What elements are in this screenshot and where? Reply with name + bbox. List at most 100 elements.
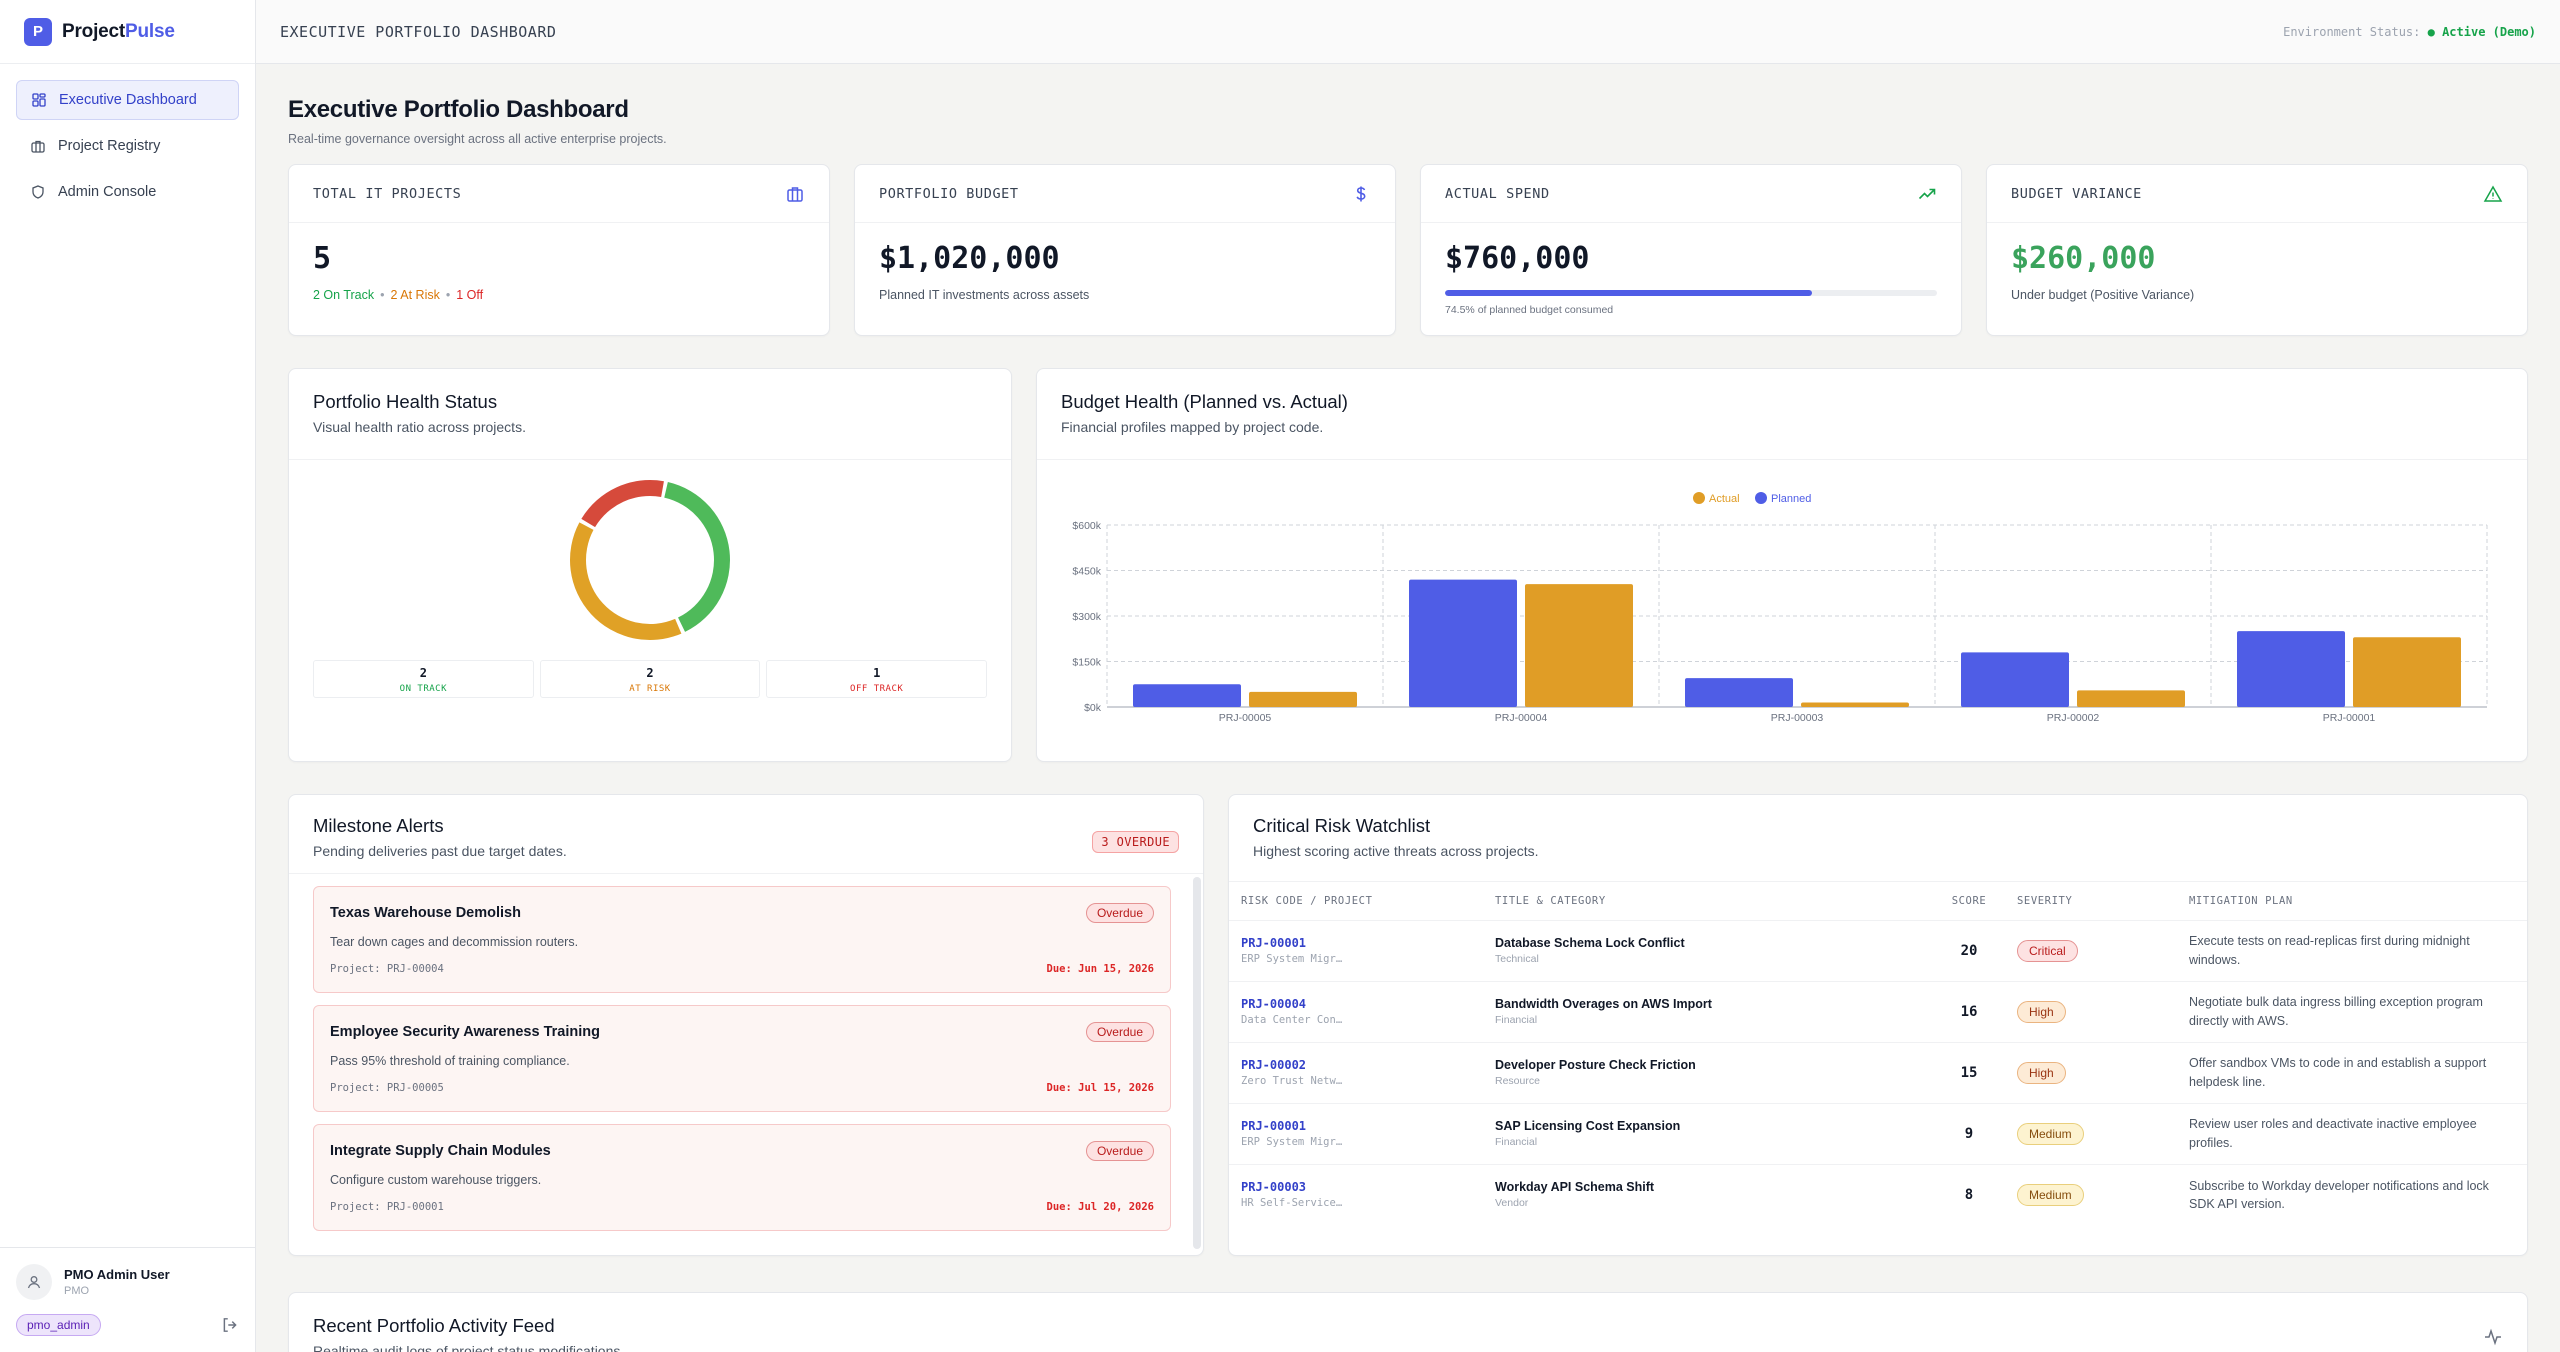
table-row[interactable]: PRJ-00002 Zero Trust Netw… Developer Post… (1229, 1042, 2527, 1104)
spend-progress-bar (1445, 290, 1937, 296)
risk-category: Technical (1495, 953, 1539, 965)
alert-item[interactable]: Employee Security Awareness Training Over… (313, 1005, 1171, 1112)
stat-count: 2 (646, 666, 654, 680)
user-name: PMO Admin User (64, 1267, 170, 1282)
sidebar-item-label: Executive Dashboard (59, 92, 197, 108)
legend-swatch (1755, 492, 1767, 504)
alert-project: Project: PRJ-00004 (330, 963, 444, 975)
alert-description: Pass 95% threshold of training complianc… (330, 1054, 570, 1068)
kpi-row: TOTAL IT PROJECTS 5 2 On Track • 2 At Risk… (288, 164, 2528, 336)
risk-code-link[interactable]: PRJ-00002 (1241, 1058, 1307, 1072)
dashboard-icon (32, 93, 46, 107)
user-profile: PMO Admin User PMO (16, 1264, 239, 1300)
sidebar-item-admin-console[interactable]: Admin Console (16, 172, 239, 212)
risk-code-link[interactable]: PRJ-00004 (1241, 997, 1307, 1011)
severity-badge: High (2017, 1000, 2066, 1023)
alert-description: Tear down cages and decommission routers… (330, 935, 579, 949)
slice-off-track (581, 480, 664, 528)
kpi-breakdown: 2 On Track • 2 At Risk • 1 Off (313, 288, 805, 302)
y-tick-label: $600k (1072, 520, 1101, 532)
risk-code-link[interactable]: PRJ-00001 (1241, 1119, 1307, 1133)
kpi-total-projects: TOTAL IT PROJECTS 5 2 On Track • 2 At Risk… (288, 164, 830, 336)
alert-list: Texas Warehouse Demolish Overdue Tear dow… (289, 874, 1203, 1231)
bar-planned (2237, 631, 2345, 707)
mitigation-plan: Review user roles and deactivate inactiv… (2177, 1103, 2527, 1165)
alert-due-date: Due: Jun 15, 2026 (1046, 963, 1154, 975)
brand-name-part-b: Pulse (125, 20, 175, 42)
alert-description: Configure custom warehouse triggers. (330, 1173, 542, 1187)
table-row[interactable]: PRJ-00001 ERP System Migr… Database Schem… (1229, 920, 2527, 982)
sidebar-footer: PMO Admin User PMO pmo_admin (0, 1247, 255, 1352)
health-donut-chart[interactable] (565, 475, 735, 645)
risk-category: Financial (1495, 1014, 1538, 1026)
table-row[interactable]: PRJ-00004 Data Center Con… Bandwidth Over… (1229, 981, 2527, 1043)
card-title: Milestone Alerts (313, 815, 444, 836)
sidebar-item-label: Admin Console (58, 184, 157, 200)
risk-code-link[interactable]: PRJ-00003 (1241, 1180, 1307, 1195)
risk-title: Workday API Schema Shift (1495, 1180, 1655, 1195)
status-badge: Overdue (1085, 1022, 1154, 1042)
legend-label: Planned (1771, 493, 1811, 505)
dashboard-content: Executive Portfolio Dashboard Real-time … (256, 64, 2560, 1352)
mitigation-plan: Execute tests on read-replicas first dur… (2177, 920, 2527, 982)
bar-actual (2077, 690, 2185, 707)
x-tick-label: PRJ-00003 (1771, 712, 1824, 724)
at-risk-count: 2 At Risk (390, 288, 440, 302)
role-badge: pmo_admin (16, 1314, 101, 1336)
risk-table: RISK CODE / PROJECT TITLE & CATEGORY SCO… (1229, 882, 2527, 1225)
card-subtitle: Pending deliveries past due target dates… (313, 843, 567, 859)
brand-name-part-a: Project (62, 20, 126, 42)
alert-title: Employee Security Awareness Training (330, 1024, 600, 1040)
env-label: Environment Status: (2283, 24, 2421, 39)
risk-code-link[interactable]: PRJ-00001 (1241, 936, 1307, 950)
y-tick-label: $0k (1084, 702, 1102, 714)
sidebar-item-project-registry[interactable]: Project Registry (16, 126, 239, 166)
bar-actual (1525, 584, 1633, 707)
risk-category: Financial (1495, 1136, 1538, 1148)
alert-title: Texas Warehouse Demolish (330, 905, 521, 921)
budget-health-card: Budget Health (Planned vs. Actual) Finan… (1036, 368, 2528, 762)
alerts-scrollbar[interactable] (1193, 877, 1201, 1249)
user-role: PMO (64, 1285, 90, 1297)
kpi-value: $260,000 (2011, 241, 2156, 276)
sidebar-item-executive-dashboard[interactable]: Executive Dashboard (16, 80, 239, 120)
separator: • (445, 288, 451, 302)
kpi-label: TOTAL IT PROJECTS (313, 185, 462, 202)
topbar-title: EXECUTIVE PORTFOLIO DASHBOARD (280, 22, 557, 41)
brand[interactable]: P ProjectPulse (0, 0, 255, 64)
card-title: Recent Portfolio Activity Feed (313, 1315, 555, 1336)
health-stat-at-risk: 2 AT RISK (539, 660, 761, 698)
status-badge: Overdue (1085, 903, 1154, 923)
alert-item[interactable]: Texas Warehouse Demolish Overdue Tear dow… (313, 886, 1171, 993)
mitigation-plan: Negotiate bulk data ingress billing exce… (2177, 981, 2527, 1043)
table-row[interactable]: PRJ-00003 HR Self-Service… Workday API Sc… (1229, 1164, 2527, 1225)
table-row[interactable]: PRJ-00001 ERP System Migr… SAP Licensing … (1229, 1103, 2527, 1165)
alert-title: Integrate Supply Chain Modules (330, 1143, 551, 1159)
risk-score: 9 (1933, 1103, 2005, 1165)
budget-bar-chart[interactable]: Actual Planned $0k $150k $300k $450k $600k PRJ-… (1037, 460, 2511, 752)
risk-category: Resource (1495, 1075, 1540, 1087)
y-tick-label: $150k (1072, 657, 1101, 669)
stat-label: OFF TRACK (850, 684, 904, 694)
alert-item[interactable]: Integrate Supply Chain Modules Overdue Co… (313, 1124, 1171, 1231)
kpi-value: $1,020,000 (879, 241, 1060, 276)
card-title: Critical Risk Watchlist (1253, 815, 1431, 836)
bar-planned (1685, 678, 1793, 707)
kpi-label: BUDGET VARIANCE (2011, 185, 2142, 202)
kpi-value: 5 (313, 241, 332, 276)
risk-project: Zero Trust Netw… (1241, 1075, 1343, 1087)
risk-project: ERP System Migr… (1241, 1136, 1343, 1148)
alerts-risks-row: Milestone Alerts Pending deliveries past… (288, 794, 2528, 1256)
stat-count: 2 (419, 666, 427, 680)
charts-row: Portfolio Health Status Visual health ra… (288, 368, 2528, 762)
milestone-alerts-card: Milestone Alerts Pending deliveries past… (288, 794, 1204, 1256)
health-stat-on-track: 2 ON TRACK (313, 660, 534, 698)
logout-icon[interactable] (221, 1316, 239, 1334)
health-stats: 2 ON TRACK 2 AT RISK 1 OFF TRACK (289, 660, 1011, 698)
risk-watchlist-card: Critical Risk Watchlist Highest scoring … (1228, 794, 2528, 1256)
topbar: EXECUTIVE PORTFOLIO DASHBOARD Environmen… (256, 0, 2560, 64)
bar-planned (1409, 579, 1517, 707)
legend-label: Actual (1709, 493, 1740, 505)
slice-on-track (664, 482, 730, 632)
